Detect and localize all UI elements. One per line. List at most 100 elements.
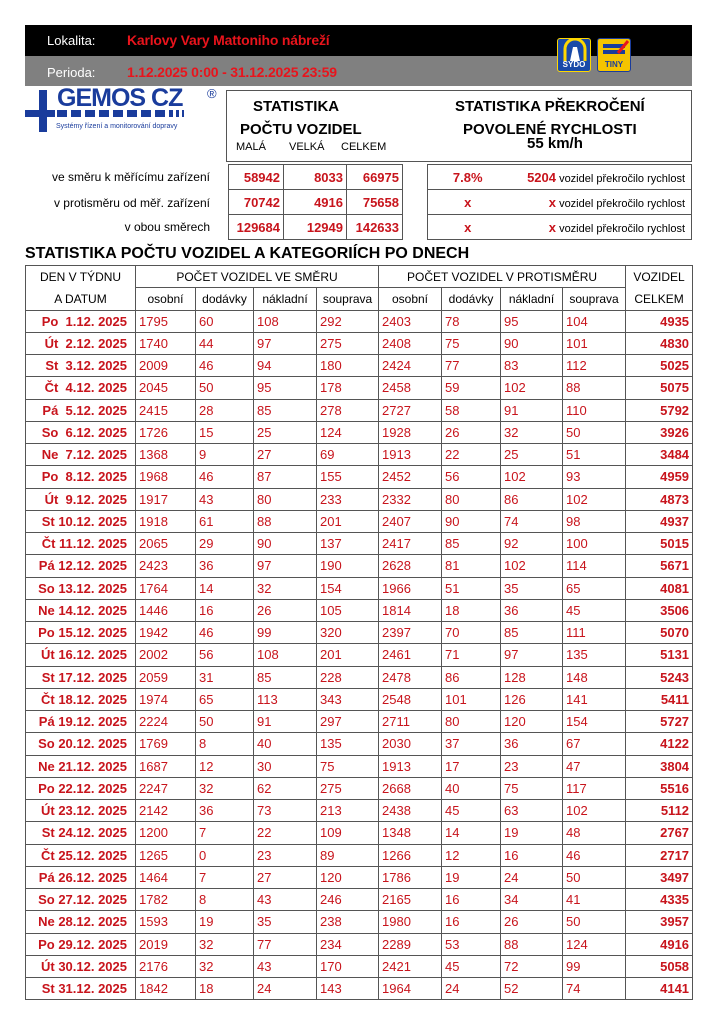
cell-opp-cars: 2397 [378,620,442,645]
subcol-header: dodávky [441,287,501,311]
cell-total: 4916 [625,932,694,956]
cell-opp-vans: 18 [441,598,501,623]
cell-dir-trucks: 73 [253,798,317,823]
cell-total: 5727 [625,709,694,734]
cell-opp-cars: 2424 [378,353,442,378]
cell-opp-vans: 16 [441,887,501,912]
summary-row: 70742 4916 75658 [228,189,403,215]
cell-day-date: Út 30.12. 2025 [25,954,136,979]
cell-dir-trucks: 87 [253,465,317,489]
cell-dir-combos: 275 [316,331,379,356]
cell-opp-vans: 81 [441,554,501,578]
table-row: Po 22.12. 2025 2247 32 62 275 2668 40 75 117 5516 [25,776,694,801]
cell-dir-combos: 154 [316,576,379,600]
cell-opp-vans: 70 [441,620,501,645]
cell-opp-combos: 45 [561,598,627,623]
table-row: Ne 14.12. 2025 1446 16 26 105 1814 18 36 45 3506 [25,598,694,623]
cell-opp-combos: 124 [561,932,627,956]
cell-day-date: So 6.12. 2025 [25,420,136,445]
cell-dir-vans: 32 [195,932,254,956]
subheader-row: A DATUM osobní dodávky nákladní souprava oso… [25,287,694,311]
cell-opp-trucks: 85 [500,620,563,645]
period-label: Perioda: [47,65,96,80]
table-row: Pá 26.12. 2025 1464 7 27 120 1786 19 24 50 3497 [25,865,694,890]
cell-dir-cars: 1464 [135,865,196,890]
subcol-header: souprava [561,287,627,311]
cell-total: 3957 [625,910,694,934]
table-row: Út 23.12. 2025 2142 36 73 213 2438 45 63 102 5112 [25,798,694,823]
cell-opp-cars: 2408 [378,331,442,356]
cell-opp-cars: 2548 [378,687,442,712]
cell-total: 5075 [625,376,694,400]
cell-opp-combos: 102 [561,798,627,823]
cell-dir-trucks: 90 [253,531,317,556]
cell-opp-trucks: 97 [500,643,563,667]
table-row: St 17.12. 2025 2059 31 85 228 2478 86 128 148 524… [25,665,694,689]
cell-dir-trucks: 99 [253,620,317,645]
cell-total: 5025 [625,353,694,378]
cell-dir-combos: 124 [316,420,379,445]
table-row: Čt 11.12. 2025 2065 29 90 137 2417 85 92 100 5015 [25,531,694,556]
cell-day-date: Pá 26.12. 2025 [25,865,136,890]
cell-opp-cars: 1964 [378,976,442,1001]
table-row: St 24.12. 2025 1200 7 22 109 1348 14 19 48 2767 [25,821,694,845]
cell-dir-cars: 1764 [135,576,196,600]
cell-opp-vans: 51 [441,576,501,600]
cell-opp-trucks: 92 [500,531,563,556]
stats-header-box: STATISTIKA POČTU VOZIDEL MALÁ VELKÁ CELK… [226,90,692,162]
gemos-logo: GEMOS CZ ® Systémy řízení a monitorování… [25,84,225,136]
col-total: CELKEM [341,141,387,153]
table-row: So 13.12. 2025 1764 14 32 154 1966 51 35 65 4081 [25,576,694,600]
cell-total: 2767 [625,821,694,845]
cell-dir-cars: 2059 [135,665,196,689]
cell-total: 4335 [625,887,694,912]
cell-day-date: Čt 4.12. 2025 [25,376,136,400]
cell-total: 5243 [625,665,694,689]
cell-dir-vans: 46 [195,353,254,378]
cell-day-date: Čt 11.12. 2025 [25,531,136,556]
summary-total: 142633 [346,214,403,240]
table-row: Út 9.12. 2025 1917 43 80 233 2332 80 86 102 4873 [25,487,694,511]
cell-opp-combos: 98 [561,509,627,534]
summary-small: 58942 [228,164,284,190]
cell-dir-cars: 1200 [135,821,196,845]
table-row: Ne 7.12. 2025 1368 9 27 69 1913 22 25 51 3484 [25,442,694,467]
cell-opp-vans: 78 [441,309,501,333]
speeding-percent: x [427,189,508,215]
cell-dir-combos: 75 [316,754,379,778]
subcol-header: osobní [378,287,442,311]
cell-total: 3804 [625,754,694,778]
company-name: GEMOS CZ [57,84,183,112]
cell-opp-combos: 50 [561,865,627,890]
cell-opp-combos: 47 [561,754,627,778]
cell-opp-trucks: 88 [500,932,563,956]
cell-dir-combos: 234 [316,932,379,956]
period-value: 1.12.2025 0:00 - 31.12.2025 23:59 [127,64,337,80]
cell-dir-cars: 1593 [135,910,196,934]
cell-opp-vans: 45 [441,954,501,979]
cell-dir-combos: 190 [316,554,379,578]
speed-title-2: POVOLENÉ RYCHLOSTI [463,121,637,138]
cell-dir-trucks: 113 [253,687,317,712]
summary-row: 58942 8033 66975 [228,164,403,190]
cell-total: 4141 [625,976,694,1001]
cell-opp-trucks: 126 [500,687,563,712]
cell-dir-trucks: 97 [253,331,317,356]
cell-dir-combos: 228 [316,665,379,689]
summary-small: 129684 [228,214,284,240]
cell-dir-cars: 2415 [135,398,196,422]
cell-day-date: Pá 12.12. 2025 [25,554,136,578]
cell-opp-combos: 99 [561,954,627,979]
cell-dir-cars: 1842 [135,976,196,1001]
cell-total: 3497 [625,865,694,890]
cell-opp-cars: 2403 [378,309,442,333]
cell-dir-cars: 2045 [135,376,196,400]
speeding-summary: 7.8% 5204 vozidel překročilo rychlost x x … [427,164,692,240]
cell-dir-combos: 135 [316,732,379,756]
cell-dir-combos: 201 [316,643,379,667]
tiny-logo: TINY [597,38,631,72]
cell-dir-vans: 8 [195,887,254,912]
summary-total: 66975 [346,164,403,190]
cell-dir-cars: 2423 [135,554,196,578]
cell-opp-combos: 104 [561,309,627,333]
